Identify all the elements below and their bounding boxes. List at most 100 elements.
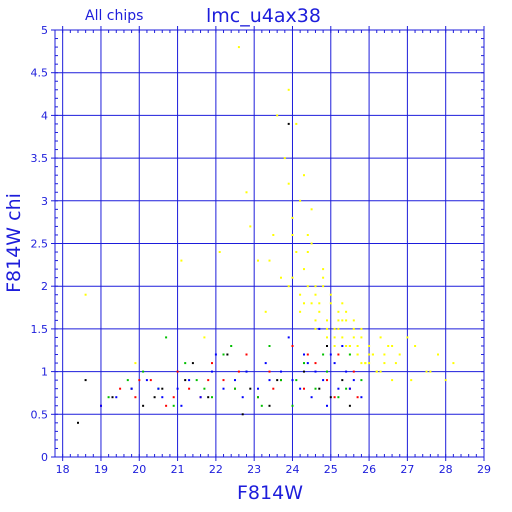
data-point-black xyxy=(303,370,305,373)
data-point-red xyxy=(207,379,210,382)
data-point-yellow xyxy=(387,345,390,347)
data-point-green xyxy=(326,370,328,373)
data-point-yellow xyxy=(352,319,355,322)
data-point-yellow xyxy=(391,345,394,347)
data-point-yellow xyxy=(406,336,409,339)
data-point-blue xyxy=(245,370,248,373)
data-point-blue xyxy=(241,396,244,399)
data-point-black xyxy=(348,404,351,407)
data-point-yellow xyxy=(379,336,382,339)
data-point-blue xyxy=(176,387,179,390)
data-point-yellow xyxy=(364,362,367,365)
data-point-yellow xyxy=(329,302,332,305)
data-point-yellow xyxy=(203,336,206,339)
y-tick-label: 4 xyxy=(41,109,48,122)
x-tick-label: 18 xyxy=(56,463,70,476)
data-point-blue xyxy=(199,396,202,399)
data-point-yellow xyxy=(368,353,371,356)
data-point-red xyxy=(356,396,359,399)
data-point-yellow xyxy=(318,302,321,305)
data-point-yellow xyxy=(295,122,298,125)
data-point-blue xyxy=(188,379,191,382)
data-point-yellow xyxy=(134,362,137,365)
data-point-yellow xyxy=(444,379,447,382)
data-point-yellow xyxy=(314,285,317,288)
data-point-black xyxy=(287,122,290,125)
data-point-blue xyxy=(322,379,325,382)
data-point-green xyxy=(203,387,206,390)
data-point-black xyxy=(111,396,114,399)
data-point-green xyxy=(195,379,198,382)
data-point-red xyxy=(272,387,275,390)
y-tick-label: 3 xyxy=(41,195,48,208)
data-point-yellow xyxy=(333,345,336,347)
data-point-yellow xyxy=(375,370,378,373)
data-point-red xyxy=(326,379,328,382)
data-point-yellow xyxy=(337,327,340,330)
data-point-yellow xyxy=(310,242,313,245)
data-point-yellow xyxy=(322,285,325,288)
data-point-yellow xyxy=(341,302,344,305)
data-point-yellow xyxy=(306,234,309,236)
data-point-yellow xyxy=(383,353,386,356)
data-point-blue xyxy=(161,396,164,399)
data-point-yellow xyxy=(84,293,87,296)
data-point-yellow xyxy=(371,353,374,356)
y-tick-label: 2.5 xyxy=(31,238,49,251)
data-point-blue xyxy=(214,353,217,356)
data-point-blue xyxy=(234,379,236,382)
data-point-black xyxy=(153,396,156,399)
data-point-red xyxy=(268,370,271,373)
data-points xyxy=(77,46,455,424)
data-point-yellow xyxy=(322,276,325,279)
data-point-green xyxy=(184,362,187,365)
data-point-green xyxy=(314,387,317,390)
x-tick-label: 28 xyxy=(439,463,453,476)
axis-ticks xyxy=(51,26,485,461)
x-tick-label: 20 xyxy=(132,463,146,476)
data-point-red xyxy=(188,387,191,390)
data-point-red xyxy=(222,379,225,382)
data-point-yellow xyxy=(326,336,328,339)
data-point-yellow xyxy=(337,319,340,322)
data-point-green xyxy=(142,370,145,373)
data-point-yellow xyxy=(333,327,336,330)
data-point-blue xyxy=(306,362,309,365)
data-point-yellow xyxy=(306,285,309,288)
x-tick-label: 19 xyxy=(94,463,108,476)
y-tick-label: 0 xyxy=(41,451,48,464)
y-tick-label: 3.5 xyxy=(31,152,49,165)
data-point-yellow xyxy=(303,268,305,271)
x-tick-label: 21 xyxy=(171,463,185,476)
y-tick-label: 4.5 xyxy=(31,67,49,80)
data-point-blue xyxy=(341,345,344,347)
data-point-green xyxy=(230,345,233,347)
data-point-green xyxy=(348,353,351,356)
data-point-yellow xyxy=(329,293,332,296)
data-point-yellow xyxy=(333,336,336,339)
data-point-yellow xyxy=(383,362,386,365)
data-point-black xyxy=(207,396,210,399)
data-point-black xyxy=(326,345,328,347)
data-point-green xyxy=(337,396,340,399)
data-point-blue xyxy=(326,404,328,407)
data-point-yellow xyxy=(287,285,290,288)
data-point-blue xyxy=(280,370,282,373)
data-point-green xyxy=(345,387,348,390)
data-point-red xyxy=(172,396,175,399)
data-point-yellow xyxy=(352,336,355,339)
data-point-red xyxy=(176,370,179,373)
x-tick-labels: 18 19 20 21 22 23 24 25 26 27 28 29 xyxy=(56,463,491,476)
data-point-yellow xyxy=(394,362,397,365)
data-point-yellow xyxy=(249,225,252,228)
data-point-green xyxy=(126,379,129,382)
x-tick-label: 23 xyxy=(247,463,261,476)
data-point-yellow xyxy=(326,327,328,330)
data-point-yellow xyxy=(414,345,417,347)
data-point-blue xyxy=(287,336,290,339)
data-point-yellow xyxy=(345,319,348,322)
x-tick-label: 24 xyxy=(285,463,299,476)
data-point-black xyxy=(268,404,271,407)
data-point-blue xyxy=(291,379,294,382)
